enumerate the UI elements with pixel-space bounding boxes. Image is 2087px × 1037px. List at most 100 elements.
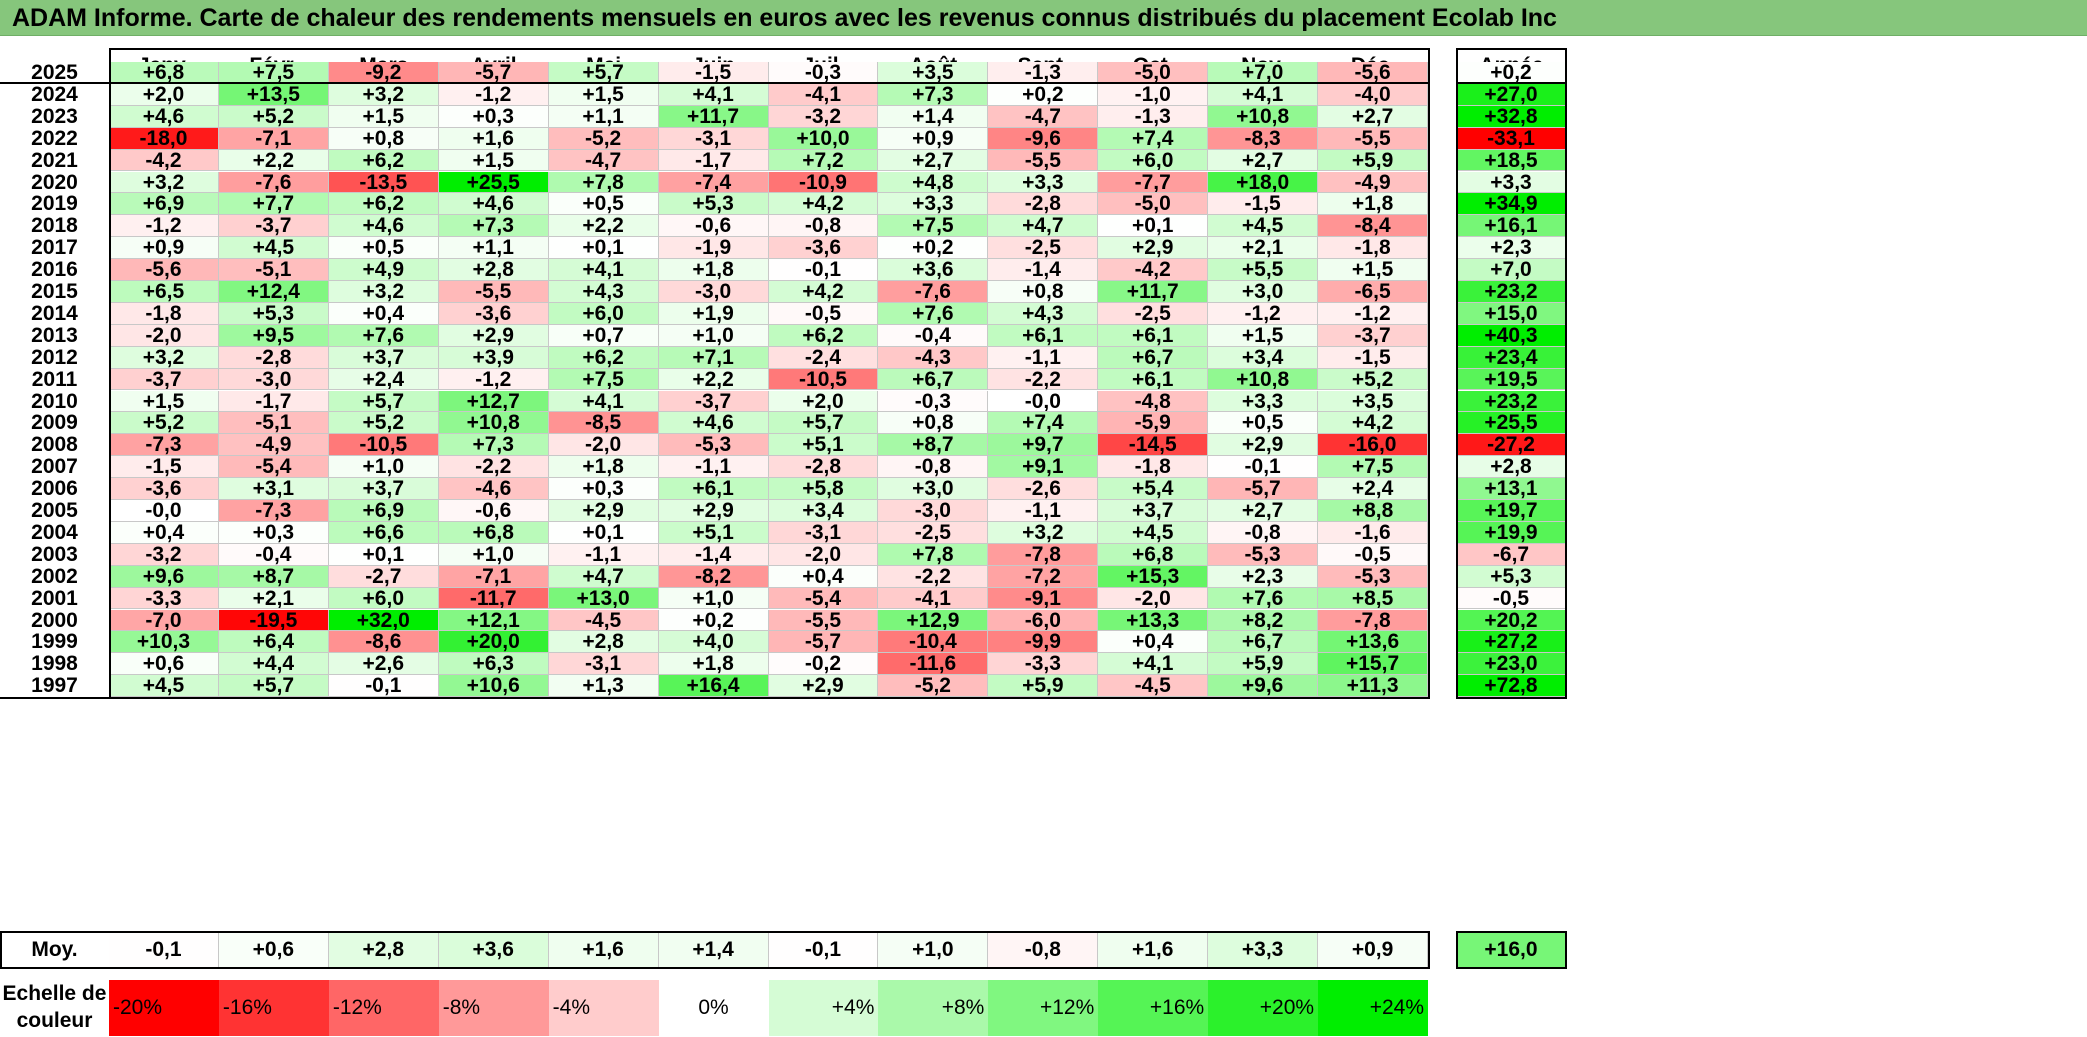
heatmap-cell: +3,0 (1208, 281, 1319, 303)
heatmap-cell: -9,2 (328, 62, 439, 84)
heatmap-cell: +2,7 (1208, 149, 1319, 172)
heatmap-cell: -1,4 (658, 543, 769, 566)
heatmap-cell: +6,9 (109, 193, 219, 216)
heatmap-cell: +6,8 (1098, 543, 1209, 566)
heatmap-cell: +1,0 (658, 587, 769, 610)
heatmap-cell: +1,1 (438, 237, 549, 260)
heatmap-cell: -5,1 (218, 412, 329, 435)
heatmap-cell: +5,1 (768, 434, 879, 457)
heatmap-cell: +3,0 (878, 478, 989, 500)
heatmap-cell: -16,0 (1318, 434, 1429, 457)
row-year-label: 2017 (31, 236, 78, 260)
heatmap-cell: -5,5 (768, 609, 879, 632)
heatmap-cell: -4,0 (1318, 83, 1429, 106)
heatmap-cell: +9,7 (988, 434, 1099, 457)
heatmap-cell: +11,7 (658, 105, 769, 128)
heatmap-cell: +32,0 (328, 609, 439, 632)
heatmap-cell: -8,6 (328, 631, 439, 654)
average-cell: +1,0 (878, 932, 989, 968)
heatmap-cell: +2,9 (768, 675, 879, 698)
average-cell: +3,6 (438, 932, 549, 968)
report-title: ADAM Informe. Carte de chaleur des rende… (0, 0, 2087, 36)
heatmap-cell: +6,9 (328, 500, 439, 522)
heatmap-cell: -5,0 (1098, 62, 1209, 84)
heatmap-cell: +7,5 (1318, 456, 1429, 479)
heatmap-cell: -0,8 (768, 215, 879, 238)
row-year-label: 2011 (31, 367, 78, 391)
heatmap-cell: +13,5 (218, 83, 329, 106)
heatmap-cell: -3,6 (438, 302, 549, 325)
heatmap-cell: +4,9 (328, 259, 439, 281)
average-cell: +0,6 (218, 932, 329, 968)
heatmap-cell: +6,2 (328, 149, 439, 172)
heatmap-cell: -18,0 (109, 127, 219, 150)
heatmap-cell: -3,0 (218, 368, 329, 391)
heatmap-cell: +3,5 (878, 62, 989, 84)
heatmap-cell: +0,2 (988, 83, 1099, 106)
heatmap-cell: -3,6 (768, 237, 879, 260)
heatmap-cell: +4,3 (548, 281, 659, 303)
heatmap-cell: -4,5 (548, 609, 659, 632)
heatmap-cell: +2,4 (328, 368, 439, 391)
heatmap-cell: -5,7 (438, 62, 549, 84)
annual-cell: +34,9 (1457, 193, 1566, 216)
heatmap-cell: +6,4 (218, 631, 329, 654)
heatmap-cell: +3,7 (328, 346, 439, 369)
heatmap-cell: -5,3 (1208, 543, 1319, 566)
heatmap-cell: +3,4 (1208, 346, 1319, 369)
row-year-label: 2000 (31, 608, 78, 632)
heatmap-cell: +4,6 (658, 412, 769, 435)
heatmap-cell: +10,8 (1208, 105, 1319, 128)
color-scale-swatch: +16% (1098, 980, 1209, 1036)
row-year-label: 2006 (31, 477, 78, 501)
heatmap-cell: -5,9 (1098, 412, 1209, 435)
heatmap-cell: -2,5 (988, 237, 1099, 260)
heatmap-cell: +5,3 (658, 193, 769, 216)
heatmap-cell: -4,2 (109, 149, 219, 172)
row-year-label: 2012 (31, 345, 78, 369)
heatmap-cell: +10,8 (1208, 368, 1319, 391)
heatmap-cell: +2,2 (658, 368, 769, 391)
heatmap-cell: +7,3 (878, 83, 989, 106)
row-year-label: 2021 (31, 148, 78, 172)
heatmap-cell: +3,2 (328, 83, 439, 106)
heatmap-cell: +4,7 (548, 565, 659, 588)
row-year-label: 2003 (31, 542, 78, 566)
row-year-label: 2020 (31, 170, 78, 194)
heatmap-cell: +10,3 (109, 631, 219, 654)
row-year-label: 2004 (31, 520, 78, 544)
heatmap-cell: -10,4 (878, 631, 989, 654)
color-scale-swatch: +4% (768, 980, 879, 1036)
heatmap-cell: +2,6 (328, 653, 439, 676)
heatmap-cell: +12,7 (438, 390, 549, 413)
heatmap-cell: -1,4 (988, 259, 1099, 281)
average-cell: -0,1 (768, 932, 879, 968)
heatmap-cell: -2,8 (988, 193, 1099, 216)
heatmap-cell: +7,8 (878, 543, 989, 566)
annual-cell: +16,1 (1457, 215, 1566, 238)
heatmap-cell: -0,5 (1318, 543, 1429, 566)
heatmap-cell: -3,1 (658, 127, 769, 150)
heatmap-cell: +4,2 (768, 193, 879, 216)
heatmap-cell: -0,3 (768, 62, 879, 84)
row-year-label: 2025 (31, 61, 78, 84)
heatmap-cell: -2,0 (548, 434, 659, 457)
heatmap-cell: -7,0 (109, 609, 219, 632)
heatmap-cell: +6,2 (328, 193, 439, 216)
heatmap-cell: -5,0 (1098, 193, 1209, 216)
heatmap-cell: +0,3 (438, 105, 549, 128)
heatmap-cell: -3,7 (1318, 324, 1429, 347)
heatmap-cell: +4,0 (658, 631, 769, 654)
heatmap-cell: +0,4 (1098, 631, 1209, 654)
heatmap-cell: -7,6 (218, 171, 329, 194)
heatmap-cell: +4,5 (1098, 521, 1209, 544)
heatmap-cell: -1,2 (1208, 302, 1319, 325)
heatmap-cell: +4,6 (109, 105, 219, 128)
heatmap-cell: -8,5 (548, 412, 659, 435)
heatmap-cell: -2,8 (768, 456, 879, 479)
heatmap-cell: -7,3 (109, 434, 219, 457)
heatmap-cell: +7,1 (658, 346, 769, 369)
heatmap-cell: +5,2 (328, 412, 439, 435)
heatmap-cell: +1,5 (1208, 324, 1319, 347)
annual-cell: +3,3 (1457, 171, 1566, 194)
